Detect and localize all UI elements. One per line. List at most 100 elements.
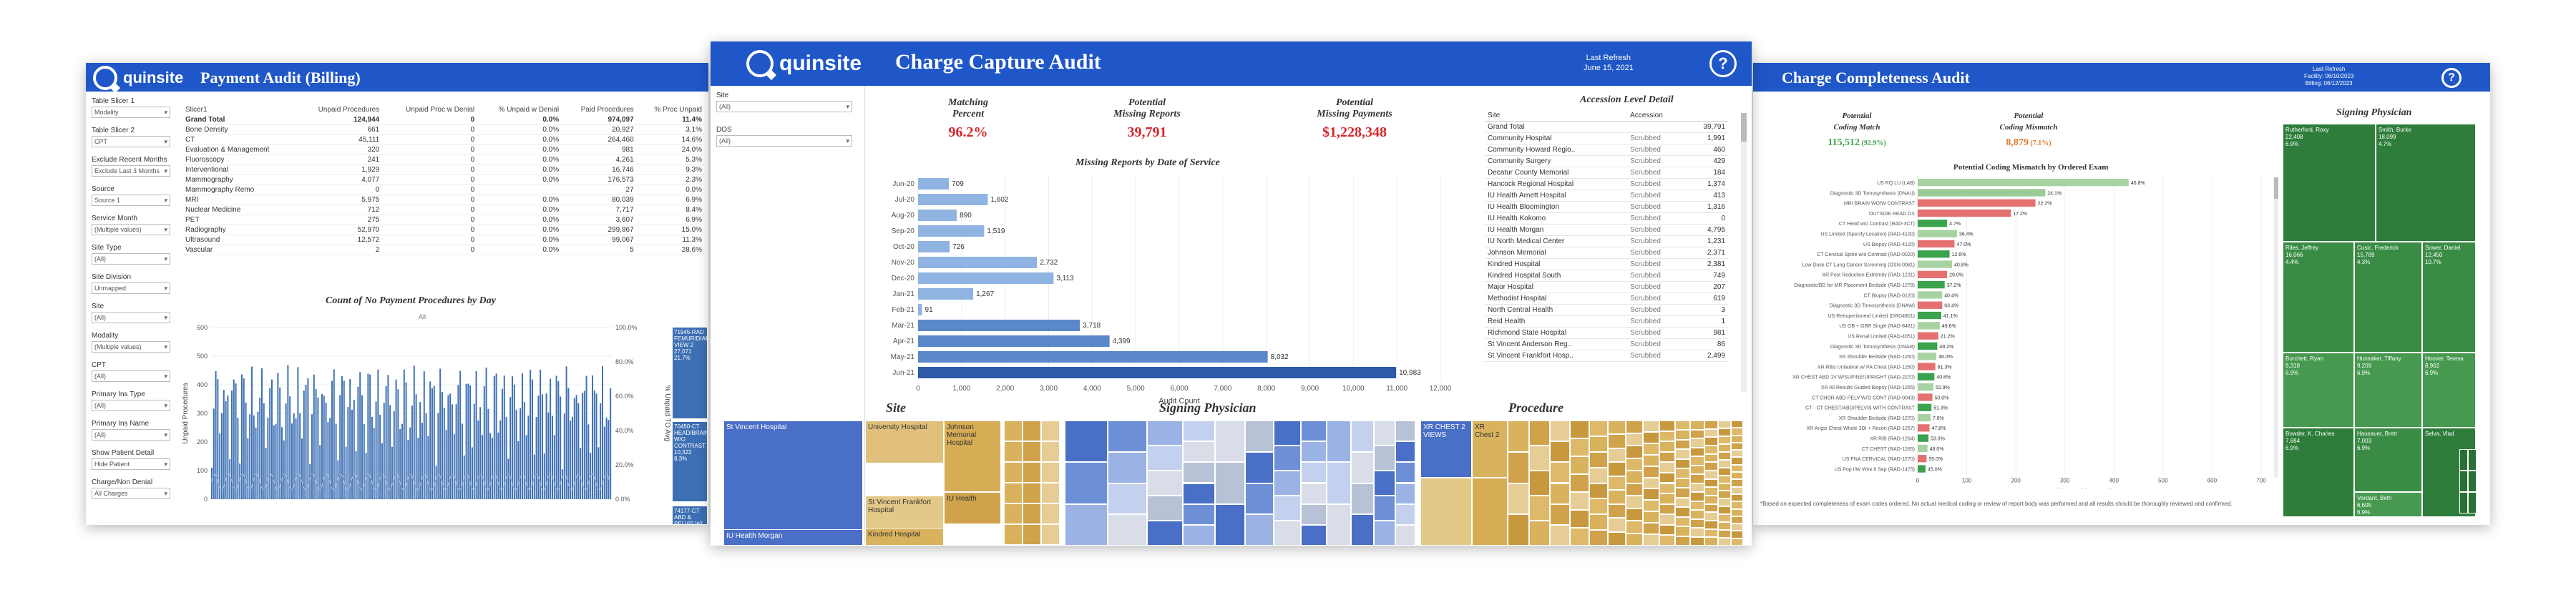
day-bar[interactable] [519,408,522,499]
day-bar[interactable] [515,410,517,499]
treemap-cell[interactable] [1731,531,1743,539]
treemap-cell[interactable] [1301,462,1327,483]
day-bar[interactable] [269,388,271,499]
treemap-cell[interactable]: XR CHEST 2 VIEWS [1420,421,1472,478]
treemap-cell[interactable] [1420,478,1472,546]
day-bar[interactable] [323,395,325,499]
day-bar[interactable] [573,398,575,499]
treemap-cell[interactable] [1065,503,1108,546]
treemap-cell[interactable] [1731,435,1743,443]
filter-dropdown[interactable]: (All) [92,253,170,265]
day-bar[interactable] [479,407,482,499]
treemap-cell[interactable] [1374,496,1395,521]
bar[interactable] [1918,383,1933,391]
day-bar[interactable] [423,371,425,499]
bar[interactable] [1918,220,1948,227]
treemap-cell[interactable]: Burchett, Ryan 9,318 6.9% [2283,353,2354,428]
bar[interactable] [1918,434,1929,442]
treemap-cell[interactable] [1065,462,1108,504]
day-bar[interactable] [435,466,437,499]
bar[interactable] [918,257,1038,268]
table-row[interactable]: North Central Health Scrubbed 3 [1485,304,1728,316]
table-row[interactable]: Major Hospital Scrubbed 207 [1485,281,1728,293]
day-bar[interactable] [295,418,297,499]
day-bar[interactable] [403,369,405,499]
treemap-cell[interactable] [1472,478,1508,546]
day-bar[interactable] [495,373,497,499]
day-bar[interactable] [411,405,413,499]
day-bar[interactable] [427,436,429,499]
treemap-cell[interactable] [1183,503,1215,525]
treemap-cell[interactable] [1147,471,1183,496]
treemap-cell[interactable] [1659,431,1675,442]
treemap-cell[interactable] [1718,459,1731,468]
treemap-cell[interactable] [1274,421,1301,446]
bar[interactable] [1918,393,1933,401]
treemap-cell[interactable] [1041,503,1060,524]
treemap-cell[interactable] [1704,446,1718,454]
treemap-cell[interactable] [1690,492,1704,501]
day-bar[interactable] [227,395,229,499]
treemap-cell[interactable] [1731,538,1743,546]
day-bar[interactable] [241,374,243,499]
day-bar[interactable] [602,366,603,499]
day-bar[interactable] [235,383,237,499]
day-bar[interactable] [593,390,595,499]
day-bar[interactable] [391,446,393,499]
day-bar[interactable] [545,393,547,499]
bar[interactable] [1918,179,2129,187]
treemap-cell[interactable] [1675,488,1690,498]
day-bar[interactable] [271,379,273,499]
treemap-cell[interactable] [1004,421,1023,441]
treemap-cell[interactable] [1274,496,1301,521]
treemap-cell[interactable] [1718,491,1731,499]
day-bar[interactable] [543,453,545,499]
table-row[interactable]: Johnson Memorial Scrubbed 2,371 [1485,247,1728,259]
filter-dropdown[interactable]: Source 1 [92,195,170,206]
day-bar[interactable] [225,401,227,499]
day-bar[interactable] [377,369,379,499]
day-bar[interactable] [233,379,235,499]
day-bar[interactable] [592,375,593,499]
treemap-cell[interactable] [1690,421,1704,430]
treemap-cell[interactable] [1589,498,1608,515]
treemap-cell[interactable] [1550,421,1570,442]
treemap-cell[interactable] [1351,483,1374,515]
treemap-cell[interactable]: University Hospital [865,421,944,463]
treemap-cell[interactable] [1704,453,1718,463]
day-bar[interactable] [353,399,355,499]
table-row[interactable]: Fluoroscopy 241 0 0.0% 4,261 5.3% [182,154,705,165]
treemap-cell[interactable] [1626,471,1643,483]
treemap-cell[interactable] [1718,428,1731,436]
treemap-cell[interactable]: Kindred Hospital [865,528,944,546]
treemap-cell[interactable] [1608,462,1626,476]
day-bar[interactable] [443,408,445,499]
treemap-cell[interactable] [1395,503,1415,525]
treemap-cell[interactable] [1690,438,1704,448]
day-bar[interactable] [600,403,602,499]
day-bar[interactable] [309,463,311,499]
day-bar[interactable] [455,404,457,499]
treemap-cell[interactable] [1608,421,1626,435]
table-row[interactable]: Radiography 52,970 0 0.0% 299,867 15.0% [182,225,705,235]
day-bar[interactable] [505,417,507,499]
day-bar[interactable] [213,408,215,499]
treemap-cell[interactable] [1529,496,1550,521]
day-bar[interactable] [289,396,291,499]
bar[interactable] [1918,455,1927,463]
treemap-cell[interactable] [1108,451,1147,483]
day-bar[interactable] [331,380,333,499]
help-icon[interactable]: ? [2441,68,2462,88]
day-bar[interactable] [509,397,512,499]
treemap-cell[interactable] [1589,514,1608,531]
table-row[interactable]: IU Health Morgan Scrubbed 4,795 [1485,224,1728,236]
treemap-cell[interactable] [1690,447,1704,456]
day-bar[interactable] [583,390,585,499]
treemap-cell[interactable]: XR Chest 2 [1472,421,1508,478]
treemap-cell[interactable] [1659,503,1675,515]
table-row[interactable]: IU Health Kokomo Scrubbed 0 [1485,212,1728,225]
table-row[interactable]: Evaluation & Management 320 0 0.0% 981 24.0% [182,144,705,155]
treemap-cell[interactable] [1690,501,1704,510]
day-bar[interactable] [535,417,537,499]
treemap-cell[interactable] [1690,465,1704,474]
